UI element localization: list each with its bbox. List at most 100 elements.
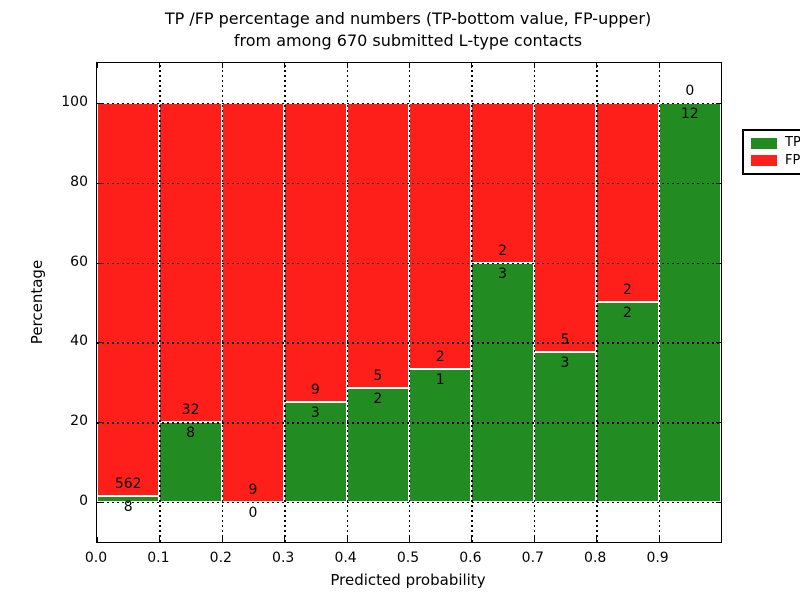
x-tick-mark	[721, 63, 722, 68]
x-tick-mark	[409, 537, 410, 542]
y-tick-label: 40	[70, 333, 88, 350]
x-tick-mark	[284, 63, 286, 68]
y-axis-label: Percentage	[28, 259, 47, 344]
tp-segment	[596, 302, 659, 503]
y-tick-mark	[716, 102, 721, 104]
x-tick-label: 0.8	[584, 550, 607, 566]
tp-segment	[658, 102, 721, 503]
x-tick-mark	[533, 63, 535, 68]
y-tick-mark	[716, 342, 721, 344]
legend-item-tp: TP	[751, 136, 800, 150]
tp-count-label: 8	[186, 425, 196, 442]
x-tick-mark	[159, 63, 161, 68]
y-tick-mark	[97, 182, 102, 184]
x-tick-mark	[97, 537, 98, 542]
x-tick-mark	[658, 537, 660, 542]
x-tick-label: 0.5	[396, 550, 420, 566]
x-axis-label: Predicted probability	[330, 571, 486, 589]
y-tick-mark	[97, 262, 102, 264]
gridline-v	[658, 63, 660, 542]
fp-count-label: 2	[498, 242, 508, 259]
gridline-v	[409, 63, 411, 542]
x-tick-mark	[721, 537, 722, 542]
x-tick-mark	[596, 63, 598, 68]
legend-label-fp: FP	[785, 152, 800, 168]
y-tick-label: 0	[79, 493, 88, 510]
y-tick-mark	[716, 502, 721, 504]
fp-segment	[221, 102, 285, 503]
gridline-v	[221, 63, 224, 542]
y-tick-label: 80	[70, 173, 88, 190]
gridline-v	[284, 63, 286, 542]
x-tick-label: 0.3	[272, 550, 295, 566]
fp-count-label: 5	[373, 367, 383, 384]
tp-segment	[97, 496, 160, 503]
x-tick-mark	[346, 63, 348, 68]
x-tick-mark	[346, 537, 348, 542]
fp-count-label: 562	[114, 476, 142, 493]
fp-segment	[471, 102, 534, 263]
tp-segment	[533, 352, 597, 503]
gridline-v	[596, 63, 598, 542]
tp-count-label: 0	[248, 505, 258, 522]
y-tick-label: 20	[70, 413, 88, 430]
x-tick-label: 0.2	[209, 550, 232, 566]
tp-count-label: 3	[310, 405, 320, 422]
gridline-h	[97, 262, 721, 264]
x-tick-mark	[159, 537, 161, 542]
fp-count-label: 32	[181, 402, 200, 419]
chart-title-line2: from among 670 submitted L-type contacts	[233, 31, 583, 50]
gridline-h	[97, 422, 721, 424]
tp-segment	[409, 369, 472, 503]
tp-count-label: 2	[622, 305, 632, 322]
fp-count-label: 2	[435, 349, 445, 366]
tp-count-label: 12	[680, 105, 699, 122]
tp-count-label: 8	[123, 499, 133, 516]
gridline-v	[346, 63, 348, 542]
y-tick-mark	[97, 102, 102, 104]
x-tick-label: 0.4	[334, 550, 357, 566]
gridline-v	[159, 63, 161, 542]
y-tick-mark	[97, 422, 102, 424]
x-tick-mark	[284, 537, 286, 542]
y-tick-mark	[716, 182, 721, 184]
fp-segment	[97, 102, 160, 497]
y-tick-mark	[97, 502, 102, 504]
tp-segment	[159, 422, 222, 503]
fp-segment	[596, 102, 659, 303]
x-tick-label: 0.9	[646, 550, 669, 566]
plot-area: 562 8 32 8 9 0 9 3 5 2 2 1 2 3 5 3 2 2 0 12 TP FP	[96, 62, 800, 543]
chart-title-line1: TP /FP percentage and numbers (TP-bottom…	[164, 9, 652, 28]
gridline-h	[97, 182, 721, 185]
tp-count-label: 3	[560, 355, 570, 372]
fp-segment	[159, 102, 222, 423]
bar: 32 8	[159, 102, 222, 503]
gridline-v	[471, 63, 473, 542]
fp-count-label: 2	[622, 282, 632, 299]
tp-swatch	[751, 137, 777, 149]
fp-count-label: 5	[560, 332, 570, 349]
x-tick-mark	[471, 537, 473, 542]
y-tick-mark	[716, 422, 721, 424]
x-tick-mark	[97, 63, 98, 68]
legend-item-fp: FP	[751, 152, 800, 168]
gridline-v	[533, 63, 536, 542]
y-tick-mark	[716, 262, 721, 264]
tp-count-label: 2	[373, 390, 383, 407]
x-tick-mark	[596, 537, 598, 542]
fp-segment	[533, 102, 597, 353]
x-tick-label: 0.6	[459, 550, 482, 566]
fp-count-label: 0	[685, 82, 695, 99]
x-tick-label: 0.7	[521, 550, 544, 566]
chart-title: TP /FP percentage and numbers (TP-bottom…	[96, 8, 720, 52]
gridline-h	[97, 502, 721, 504]
bar: 562 8	[97, 102, 160, 515]
gridline-h	[97, 342, 721, 344]
tp-count-label: 3	[498, 265, 508, 282]
